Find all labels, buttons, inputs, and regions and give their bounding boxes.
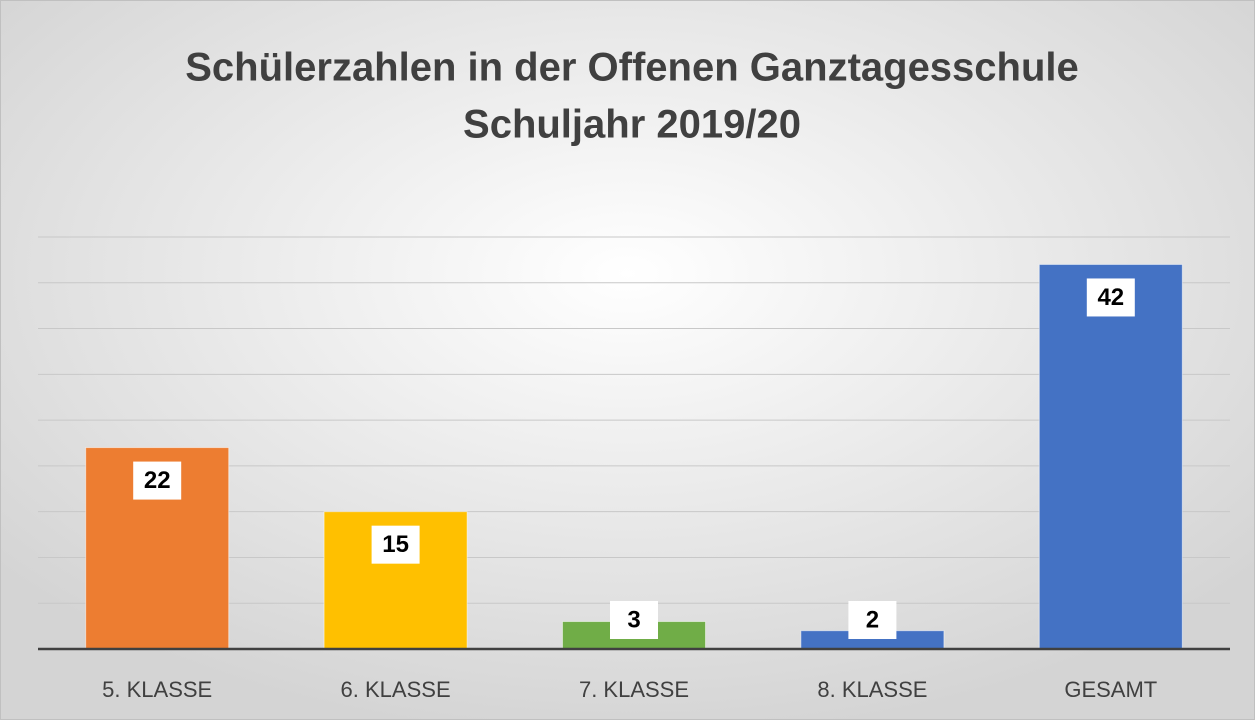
data-label-box [1086,278,1135,317]
data-label: 22 [144,467,171,494]
x-tick-label: 8. KLASSE [817,677,927,702]
bar [1038,263,1183,650]
data-label: 2 [866,606,879,633]
data-label: 15 [382,531,409,558]
data-label: 3 [627,606,640,633]
x-tick-label: 7. KLASSE [579,677,689,702]
data-label-box [371,525,420,564]
x-tick-label: 6. KLASSE [341,677,451,702]
data-label-box [848,601,897,639]
x-tick-label: GESAMT [1064,677,1157,702]
chart-title: Schuljahr 2019/20 [463,103,801,147]
x-tick-label: 5. KLASSE [102,677,212,702]
data-label-box [133,461,182,500]
data-label: 42 [1097,284,1124,311]
data-label-box [610,601,658,639]
chart-title: Schülerzahlen in der Offenen Ganztagessc… [185,46,1079,90]
